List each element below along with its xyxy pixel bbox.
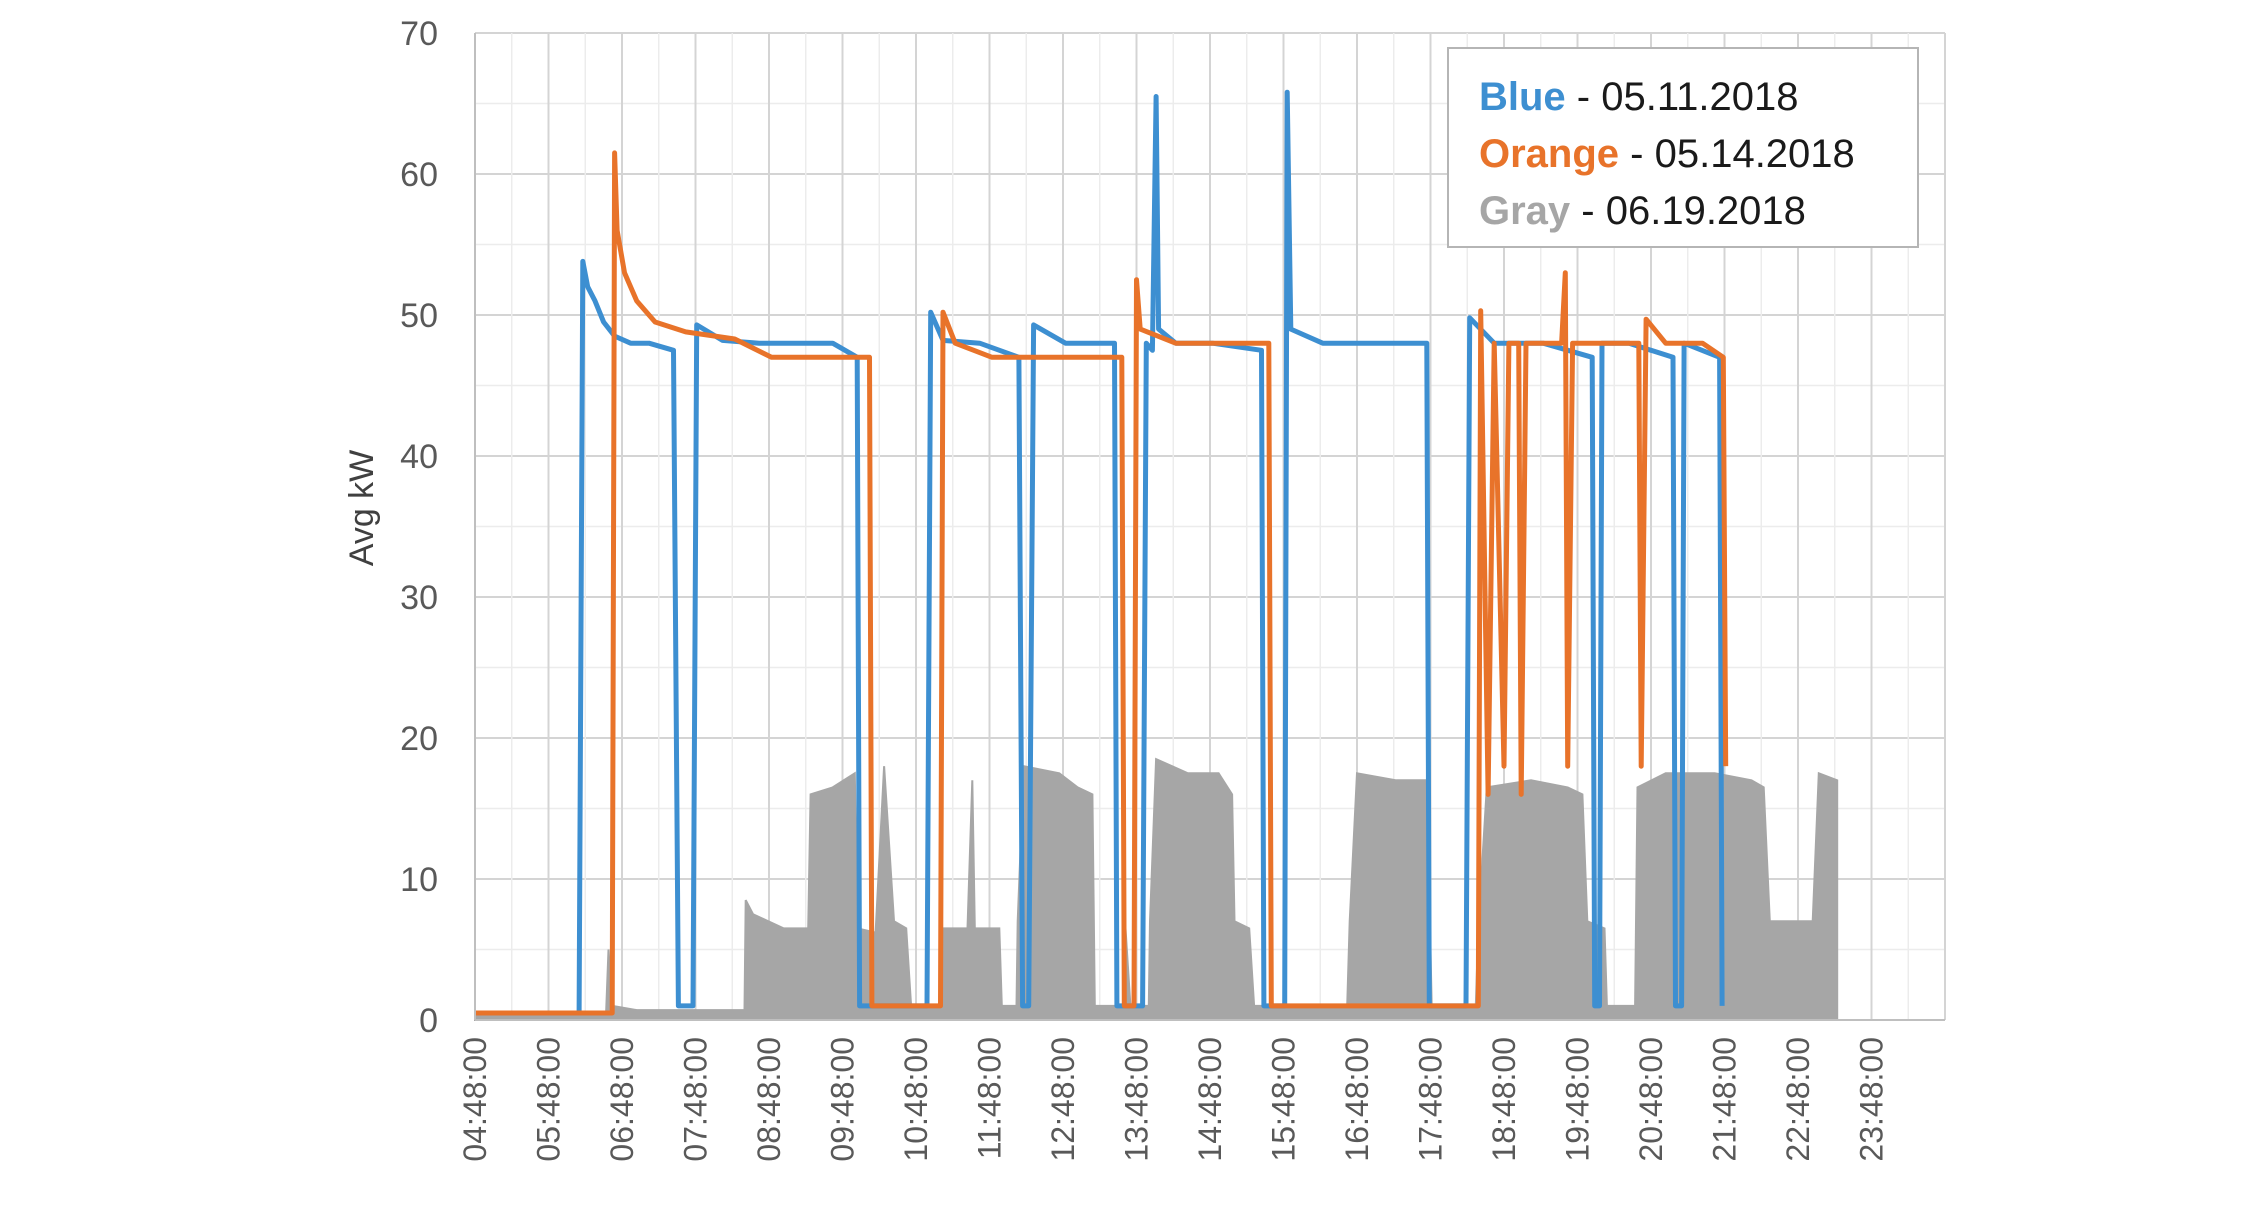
- legend-separator: -: [1565, 75, 1602, 119]
- y-tick-label: 70: [400, 15, 438, 53]
- y-axis-label: Avg kW: [343, 450, 381, 567]
- x-tick-label: 19:48:00: [1560, 1037, 1596, 1162]
- x-tick-label: 20:48:00: [1633, 1037, 1669, 1162]
- x-tick-label: 07:48:00: [678, 1037, 714, 1162]
- legend-separator: -: [1619, 132, 1655, 176]
- x-tick-label: 18:48:00: [1486, 1037, 1522, 1162]
- legend-series-name: Orange: [1479, 132, 1620, 176]
- legend-date: 06.19.2018: [1605, 189, 1806, 233]
- legend-item-blue: Blue - 05.11.2018: [1479, 69, 1917, 126]
- x-tick-label: 12:48:00: [1045, 1037, 1081, 1162]
- legend-series-name: Blue: [1479, 75, 1566, 119]
- x-tick-label: 15:48:00: [1266, 1037, 1302, 1162]
- x-tick-label: 13:48:00: [1119, 1037, 1155, 1162]
- legend-series-name: Gray: [1479, 189, 1571, 233]
- legend-separator: -: [1570, 189, 1606, 233]
- x-tick-label: 08:48:00: [751, 1037, 787, 1162]
- y-tick-label: 20: [400, 720, 438, 758]
- x-tick-label: 23:48:00: [1854, 1037, 1890, 1162]
- x-tick-label: 04:48:00: [457, 1037, 493, 1162]
- y-tick-label: 0: [419, 1002, 438, 1040]
- axes: [474, 33, 1945, 1021]
- y-tick-label: 50: [400, 297, 438, 335]
- x-tick-label: 05:48:00: [531, 1037, 567, 1162]
- series-lines: [474, 89, 1839, 1021]
- x-tick-label: 22:48:00: [1780, 1037, 1816, 1162]
- y-tick-label: 60: [400, 156, 438, 194]
- x-tick-label: 16:48:00: [1339, 1037, 1375, 1162]
- legend-item-orange: Orange - 05.14.2018: [1479, 126, 1917, 183]
- x-tick-label: 10:48:00: [898, 1037, 934, 1162]
- x-tick-label: 14:48:00: [1192, 1037, 1228, 1162]
- x-tick-label: 11:48:00: [972, 1037, 1008, 1159]
- legend-date: 05.11.2018: [1601, 75, 1799, 119]
- x-tick-label: 06:48:00: [604, 1037, 640, 1162]
- y-tick-label: 10: [400, 861, 438, 899]
- x-tick-label: 21:48:00: [1707, 1037, 1743, 1162]
- x-tick-labels: 04:48:00 05:48:00 06:48:00 07:48:00 08:48:00…: [457, 1037, 1890, 1162]
- legend-date: 05.14.2018: [1654, 132, 1855, 176]
- x-tick-label: 17:48:00: [1413, 1037, 1449, 1162]
- y-tick-labels: 0 10 20 30 40 50 60 70: [400, 15, 438, 1040]
- series-orange-line: [475, 150, 1729, 1016]
- chart-legend: Blue - 05.11.2018 Orange - 05.14.2018 Gr…: [1447, 47, 1919, 248]
- x-tick-label: 09:48:00: [825, 1037, 861, 1162]
- y-tick-label: 30: [400, 579, 438, 617]
- legend-item-gray: Gray - 06.19.2018: [1479, 183, 1917, 240]
- y-tick-label: 40: [400, 438, 438, 476]
